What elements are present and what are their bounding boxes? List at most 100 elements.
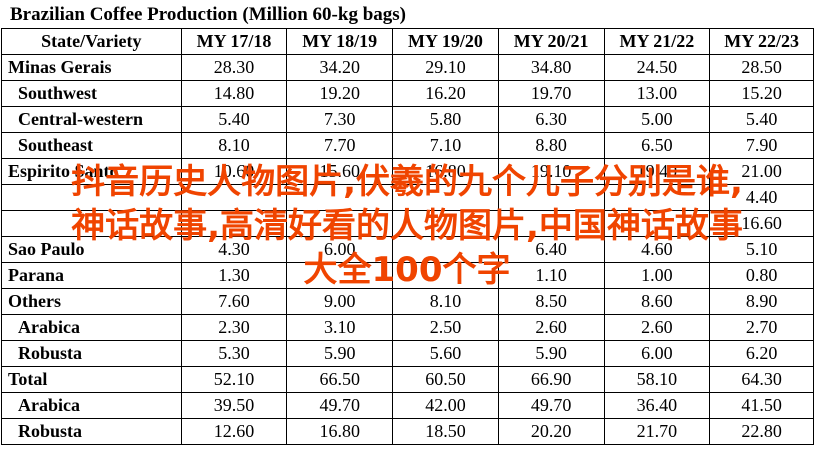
table-cell: 5.90: [497, 340, 605, 367]
column-header: State/Variety: [1, 28, 182, 55]
table-cell: 19.40: [603, 158, 711, 185]
column-header: MY 18/19: [286, 28, 394, 55]
table-cell: 29.10: [392, 54, 499, 81]
table-row: 16.60: [1, 210, 814, 237]
table-cell: 2.30: [180, 314, 288, 341]
table-cell: 0.80: [709, 262, 814, 289]
table-cell: 16.80: [286, 418, 394, 445]
table-cell: 39.50: [180, 392, 288, 419]
table-cell: 5.30: [180, 340, 288, 367]
table-cell: 16.60: [709, 210, 814, 237]
table-row: Central-western 5.40 7.30 5.80 6.30 5.00 5.40: [1, 106, 814, 133]
table-cell: 60.50: [392, 366, 499, 393]
table-cell: 34.20: [286, 54, 394, 81]
table-cell: 7.10: [392, 132, 499, 159]
table-cell: [392, 184, 499, 211]
table-row: Total 52.10 66.50 60.50 66.90 58.10 64.30: [1, 366, 814, 393]
table-row: Others 7.60 9.00 8.10 8.50 8.60 8.90: [1, 288, 814, 315]
table-cell: 15.60: [286, 158, 394, 185]
column-header: MY 20/21: [497, 28, 605, 55]
column-header: MY 19/20: [392, 28, 499, 55]
table-cell: 24.50: [603, 54, 711, 81]
header-row: State/Variety MY 17/18 MY 18/19 MY 19/20…: [1, 28, 814, 55]
table-cell: 13.00: [603, 80, 711, 107]
row-label: Arabica: [1, 392, 182, 419]
table-cell: 42.00: [392, 392, 499, 419]
table-cell: 12.60: [180, 418, 288, 445]
row-label: [1, 210, 182, 237]
table-cell: 6.20: [709, 340, 814, 367]
table-cell: 3.10: [286, 314, 394, 341]
table-cell: 6.30: [497, 106, 605, 133]
table-cell: 5.40: [709, 106, 814, 133]
table-cell: 1.30: [180, 262, 288, 289]
table-cell: 19.20: [286, 80, 394, 107]
table-cell: 8.80: [497, 132, 605, 159]
row-label: Southwest: [1, 80, 182, 107]
table-cell: 2.50: [392, 314, 499, 341]
table-cell: 4.40: [709, 184, 814, 211]
table-cell: 2.60: [603, 314, 711, 341]
table-cell: 4.30: [180, 236, 288, 263]
table-cell: 19.70: [497, 80, 605, 107]
table-cell: [497, 210, 605, 237]
table-cell: 18.50: [392, 418, 499, 445]
table-cell: 5.60: [392, 340, 499, 367]
table-cell: 1.10: [497, 262, 605, 289]
table-row: Parana 1.30 1.10 1.00 0.80: [1, 262, 814, 289]
table-cell: [497, 184, 605, 211]
row-label: Robusta: [1, 418, 182, 445]
table-cell: [392, 262, 499, 289]
table-cell: 7.70: [286, 132, 394, 159]
table-cell: 5.10: [709, 236, 814, 263]
table-cell: 7.30: [286, 106, 394, 133]
table-cell: 14.80: [180, 80, 288, 107]
table-cell: 6.50: [603, 132, 711, 159]
row-label: Robusta: [1, 340, 182, 367]
table-cell: 6.40: [497, 236, 605, 263]
row-label: Total: [1, 366, 182, 393]
table-cell: 16.80: [392, 158, 499, 185]
row-label: Parana: [1, 262, 182, 289]
table-cell: 10.60: [180, 158, 288, 185]
table-cell: 5.40: [180, 106, 288, 133]
row-label: Minas Gerais: [1, 54, 182, 81]
table-cell: 66.50: [286, 366, 394, 393]
table-cell: 16.20: [392, 80, 499, 107]
table-cell: 6.00: [286, 236, 394, 263]
table-cell: 58.10: [603, 366, 711, 393]
table-cell: 15.20: [709, 80, 814, 107]
table-cell: 28.30: [180, 54, 288, 81]
table-cell: 1.00: [603, 262, 711, 289]
table-cell: 64.30: [709, 366, 814, 393]
table-cell: 9.00: [286, 288, 394, 315]
table-cell: 2.60: [497, 314, 605, 341]
table-row: Sao Paulo 4.30 6.00 6.40 4.60 5.10: [1, 236, 814, 263]
table-cell: 19.10: [497, 158, 605, 185]
table-row: Arabica 2.30 3.10 2.50 2.60 2.60 2.70: [1, 314, 814, 341]
table-row: Arabica 39.50 49.70 42.00 49.70 36.40 41.50: [1, 392, 814, 419]
table-cell: [180, 184, 288, 211]
table-body: Minas Gerais 28.30 34.20 29.10 34.80 24.50 28.…: [1, 54, 814, 445]
table-cell: 22.80: [709, 418, 814, 445]
table-cell: 8.90: [709, 288, 814, 315]
column-header: MY 17/18: [180, 28, 288, 55]
table-row: Espirito Santo 10.60 15.60 16.80 19.10 19.40 2…: [1, 158, 814, 185]
table-row: 4.40: [1, 184, 814, 211]
table-row: Minas Gerais 28.30 34.20 29.10 34.80 24.50 28.…: [1, 54, 814, 81]
column-header: MY 21/22: [603, 28, 711, 55]
row-label: Sao Paulo: [1, 236, 182, 263]
table-cell: 7.60: [180, 288, 288, 315]
table-cell: [392, 210, 499, 237]
table-cell: 41.50: [709, 392, 814, 419]
table-cell: [603, 184, 711, 211]
row-label: Arabica: [1, 314, 182, 341]
table-cell: 21.00: [709, 158, 814, 185]
table-cell: 5.00: [603, 106, 711, 133]
table-cell: [286, 210, 394, 237]
table-cell: 66.90: [497, 366, 605, 393]
table-cell: [392, 236, 499, 263]
column-header: MY 22/23: [709, 28, 814, 55]
row-label: Central-western: [1, 106, 182, 133]
table-cell: [286, 262, 394, 289]
